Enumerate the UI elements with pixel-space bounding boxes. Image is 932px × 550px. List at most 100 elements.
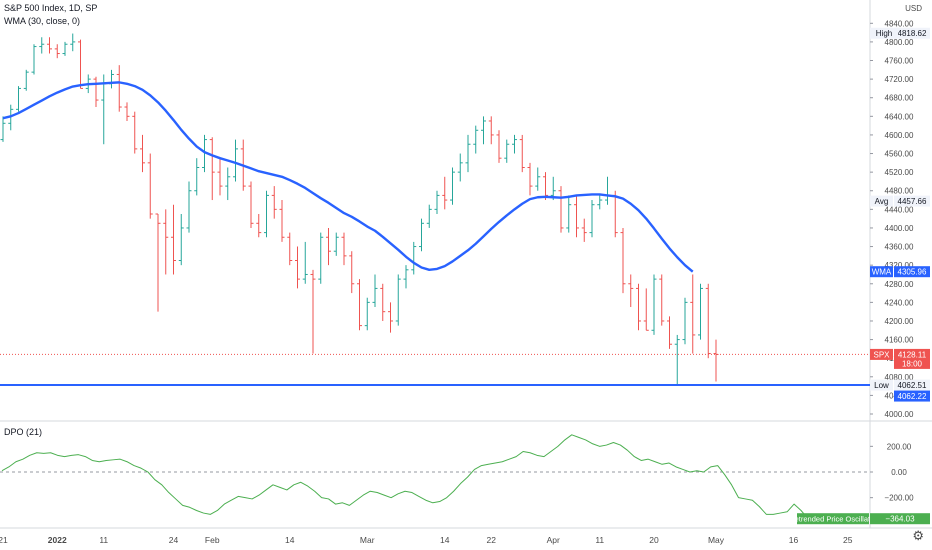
ohlc-bar bbox=[426, 204, 432, 228]
ohlc-bar bbox=[264, 190, 269, 238]
time-axis: 21 2022 11 24 Feb 14 Mar 14 22 Apr 11 20 May 16 25 bbox=[0, 535, 853, 545]
ohlc-bar bbox=[651, 274, 657, 335]
ohlc-bar bbox=[256, 214, 262, 238]
ohlc-bar bbox=[302, 241, 308, 284]
ohlc-bar bbox=[70, 33, 76, 52]
level-tag-text: Avg bbox=[875, 197, 889, 206]
level-tag bbox=[870, 348, 893, 360]
ohlc-bar bbox=[558, 186, 564, 233]
price-tick-label: 4160.00 bbox=[885, 336, 914, 345]
dpo-last-label: Detrended Price Oscillator −364.03 bbox=[789, 513, 930, 525]
wma-legend[interactable]: WMA (30, close, 0) bbox=[4, 16, 81, 26]
ohlc-bar bbox=[496, 130, 502, 163]
ohlc-bar bbox=[442, 176, 448, 210]
ohlc-bar bbox=[54, 44, 60, 59]
ohlc-bar bbox=[147, 153, 153, 219]
price-tick-label: 4080.00 bbox=[885, 373, 914, 382]
time-tick-label: Apr bbox=[547, 535, 560, 545]
ohlc-bar bbox=[357, 279, 362, 331]
ohlc-bar bbox=[364, 297, 370, 331]
wma-label-value-box bbox=[894, 266, 930, 278]
time-tick-label: 2022 bbox=[48, 535, 67, 545]
ohlc-bar bbox=[132, 111, 138, 154]
low-value-box bbox=[894, 379, 930, 391]
ohlc-bar bbox=[372, 274, 378, 308]
ohlc-bar bbox=[504, 139, 510, 163]
ohlc-bar bbox=[574, 195, 579, 238]
price-tick-label: 4240.00 bbox=[885, 298, 914, 307]
ohlc-bar bbox=[124, 102, 130, 121]
time-tick-label: 20 bbox=[649, 535, 659, 545]
ohlc-bar bbox=[674, 334, 680, 386]
ohlc-bar bbox=[566, 195, 572, 233]
gear-icon[interactable]: ⚙ bbox=[912, 528, 924, 543]
ohlc-bar bbox=[403, 265, 409, 289]
price-tick-label: 4760.00 bbox=[885, 57, 914, 66]
low-line-value: 4062.22 bbox=[898, 392, 927, 401]
ohlc-bar bbox=[682, 297, 688, 345]
ohlc-bar bbox=[620, 227, 626, 294]
ohlc-bar bbox=[488, 116, 494, 145]
high-label-value-box bbox=[894, 27, 930, 39]
price-axis: 4000.004040.004080.004120.004160.004200.… bbox=[870, 19, 914, 503]
ohlc-bar bbox=[636, 283, 641, 331]
ohlc-bar bbox=[279, 200, 285, 242]
price-tick-label: 4320.00 bbox=[885, 261, 914, 270]
ohlc-bar bbox=[202, 134, 207, 173]
ohlc-bar bbox=[225, 167, 231, 201]
ohlc-bar bbox=[705, 283, 711, 359]
ohlc-bar bbox=[16, 86, 21, 112]
dpo-tick-label: −200.00 bbox=[884, 494, 914, 503]
price-series bbox=[0, 33, 719, 386]
ohlc-bar bbox=[333, 232, 339, 256]
price-tick-label: 4440.00 bbox=[885, 205, 914, 214]
dpo-series-name: Detrended Price Oscillator bbox=[789, 515, 877, 524]
ohlc-bar bbox=[643, 288, 649, 331]
price-tick-label: 4680.00 bbox=[885, 94, 914, 103]
price-tick-label: 4640.00 bbox=[885, 112, 914, 121]
ohlc-bar bbox=[47, 37, 52, 54]
currency-label: USD bbox=[905, 4, 922, 13]
ohlc-bar bbox=[233, 139, 238, 182]
wma-series bbox=[0, 81, 870, 387]
time-tick-label: 11 bbox=[99, 535, 108, 545]
time-tick-label: May bbox=[708, 535, 725, 545]
ohlc-bar bbox=[217, 158, 223, 196]
ohlc-bar bbox=[163, 209, 169, 275]
avg-label-value: 4457.66 bbox=[898, 197, 927, 206]
dpo-legend[interactable]: DPO (21) bbox=[4, 427, 43, 437]
ohlc-bar bbox=[597, 195, 603, 210]
time-tick-label: 22 bbox=[487, 535, 497, 545]
price-tick-label: 4720.00 bbox=[885, 75, 914, 84]
level-tag bbox=[870, 266, 893, 278]
ohlc-bar bbox=[667, 316, 672, 349]
ohlc-bar bbox=[411, 241, 417, 275]
time-tick-label: 16 bbox=[789, 535, 799, 545]
ohlc-bar bbox=[326, 227, 331, 266]
time-tick-label: 25 bbox=[843, 535, 853, 545]
time-tick-label: 24 bbox=[169, 535, 179, 545]
ohlc-bar bbox=[457, 153, 463, 182]
price-tick-label: 4400.00 bbox=[885, 224, 914, 233]
ohlc-bar bbox=[419, 218, 424, 252]
ohlc-bar bbox=[194, 158, 200, 196]
dpo-value-box bbox=[870, 513, 930, 525]
ohlc-bar bbox=[171, 204, 176, 275]
price-tick-label: 4800.00 bbox=[885, 38, 914, 47]
ohlc-bar bbox=[349, 251, 355, 294]
ohlc-bar bbox=[581, 218, 587, 242]
ohlc-bar bbox=[209, 137, 215, 201]
dpo-line bbox=[1, 434, 809, 520]
dpo-series bbox=[0, 434, 870, 520]
avg-label: 4457.66 Avg bbox=[870, 195, 930, 207]
ohlc-bar bbox=[698, 283, 703, 340]
ohlc-bar bbox=[380, 283, 386, 321]
level-tag-text: Low bbox=[874, 381, 889, 390]
price-tick-label: 4840.00 bbox=[885, 19, 914, 28]
ohlc-bar bbox=[178, 214, 184, 266]
time-tick-label: 11 bbox=[595, 535, 604, 545]
ohlc-bar bbox=[481, 116, 486, 145]
ohlc-bar bbox=[116, 65, 122, 112]
